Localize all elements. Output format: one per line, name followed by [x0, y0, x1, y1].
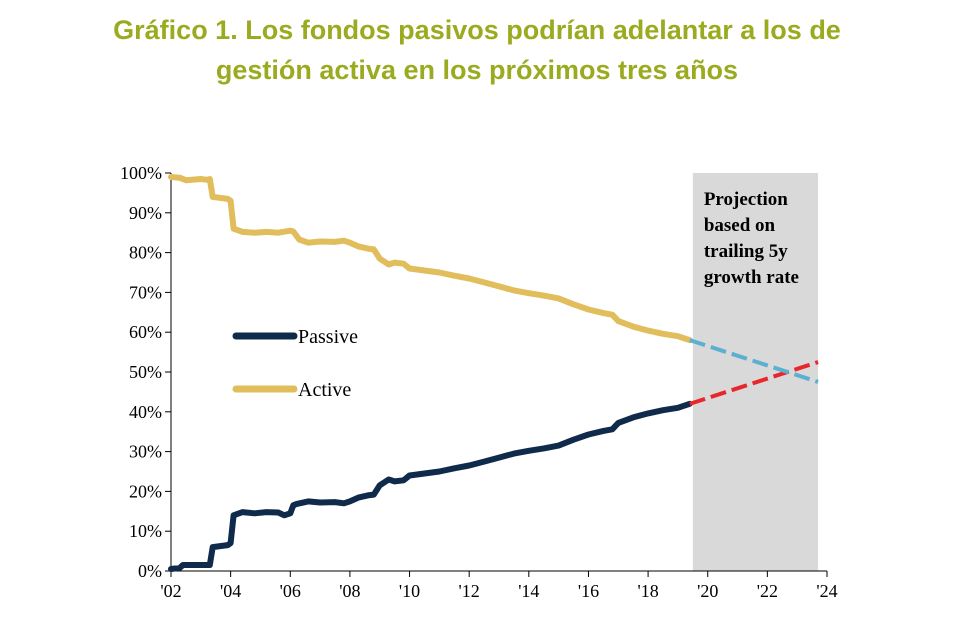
- y-tick-label: 70%: [129, 282, 162, 302]
- y-tick-label: 0%: [138, 561, 162, 581]
- chart-title-line-1: Gráfico 1. Los fondos pasivos podrían ad…: [113, 15, 841, 45]
- legend-label-active: Active: [298, 379, 351, 401]
- series-line-active: [168, 174, 693, 344]
- x-tick-label: '06: [280, 581, 301, 601]
- x-tick-label: '18: [637, 581, 658, 601]
- y-tick-label: 20%: [129, 481, 162, 501]
- y-tick-label: 90%: [129, 203, 162, 223]
- projection-label-line: based on: [704, 215, 776, 236]
- projection-label-line: growth rate: [704, 267, 799, 288]
- x-tick-label: '12: [459, 581, 480, 601]
- chart-title-line-2: gestión activa en los próximos tres años: [215, 55, 739, 85]
- y-tick-label: 100%: [120, 163, 162, 183]
- chart-title: Gráfico 1. Los fondos pasivos podrían ad…: [0, 10, 954, 90]
- x-tick-label: '16: [578, 581, 599, 601]
- series-line-passive: [168, 400, 693, 572]
- y-tick-label: 50%: [129, 362, 162, 382]
- projection-label-line: trailing 5y: [704, 241, 788, 262]
- x-tick-label: '14: [518, 581, 539, 601]
- x-tick-label: '04: [220, 581, 241, 601]
- x-tick-label: '20: [697, 581, 718, 601]
- x-tick-label: '02: [160, 581, 181, 601]
- projection-region: [692, 173, 819, 571]
- x-tick-label: '08: [339, 581, 360, 601]
- y-tick-label: 30%: [129, 442, 162, 462]
- y-tick-label: 10%: [129, 521, 162, 541]
- x-tick-label: '24: [816, 581, 837, 601]
- y-tick-label: 80%: [129, 243, 162, 263]
- x-tick-label: '10: [399, 581, 420, 601]
- y-tick-label: 60%: [129, 322, 162, 342]
- projection-label-line: Projection: [704, 189, 788, 210]
- projection-line-active: [689, 338, 819, 384]
- legend-label-passive: Passive: [298, 326, 358, 348]
- x-tick-label: '22: [757, 581, 778, 601]
- y-tick-label: 40%: [129, 402, 162, 422]
- projection-line-passive: [689, 360, 819, 406]
